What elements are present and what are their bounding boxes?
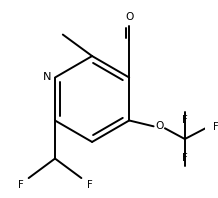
Text: F: F	[182, 115, 188, 125]
Text: O: O	[155, 121, 164, 131]
Text: F: F	[87, 180, 92, 190]
Text: F: F	[213, 122, 218, 132]
Text: F: F	[182, 153, 188, 163]
Text: O: O	[125, 12, 133, 22]
Text: F: F	[18, 180, 23, 190]
Text: N: N	[43, 71, 51, 82]
